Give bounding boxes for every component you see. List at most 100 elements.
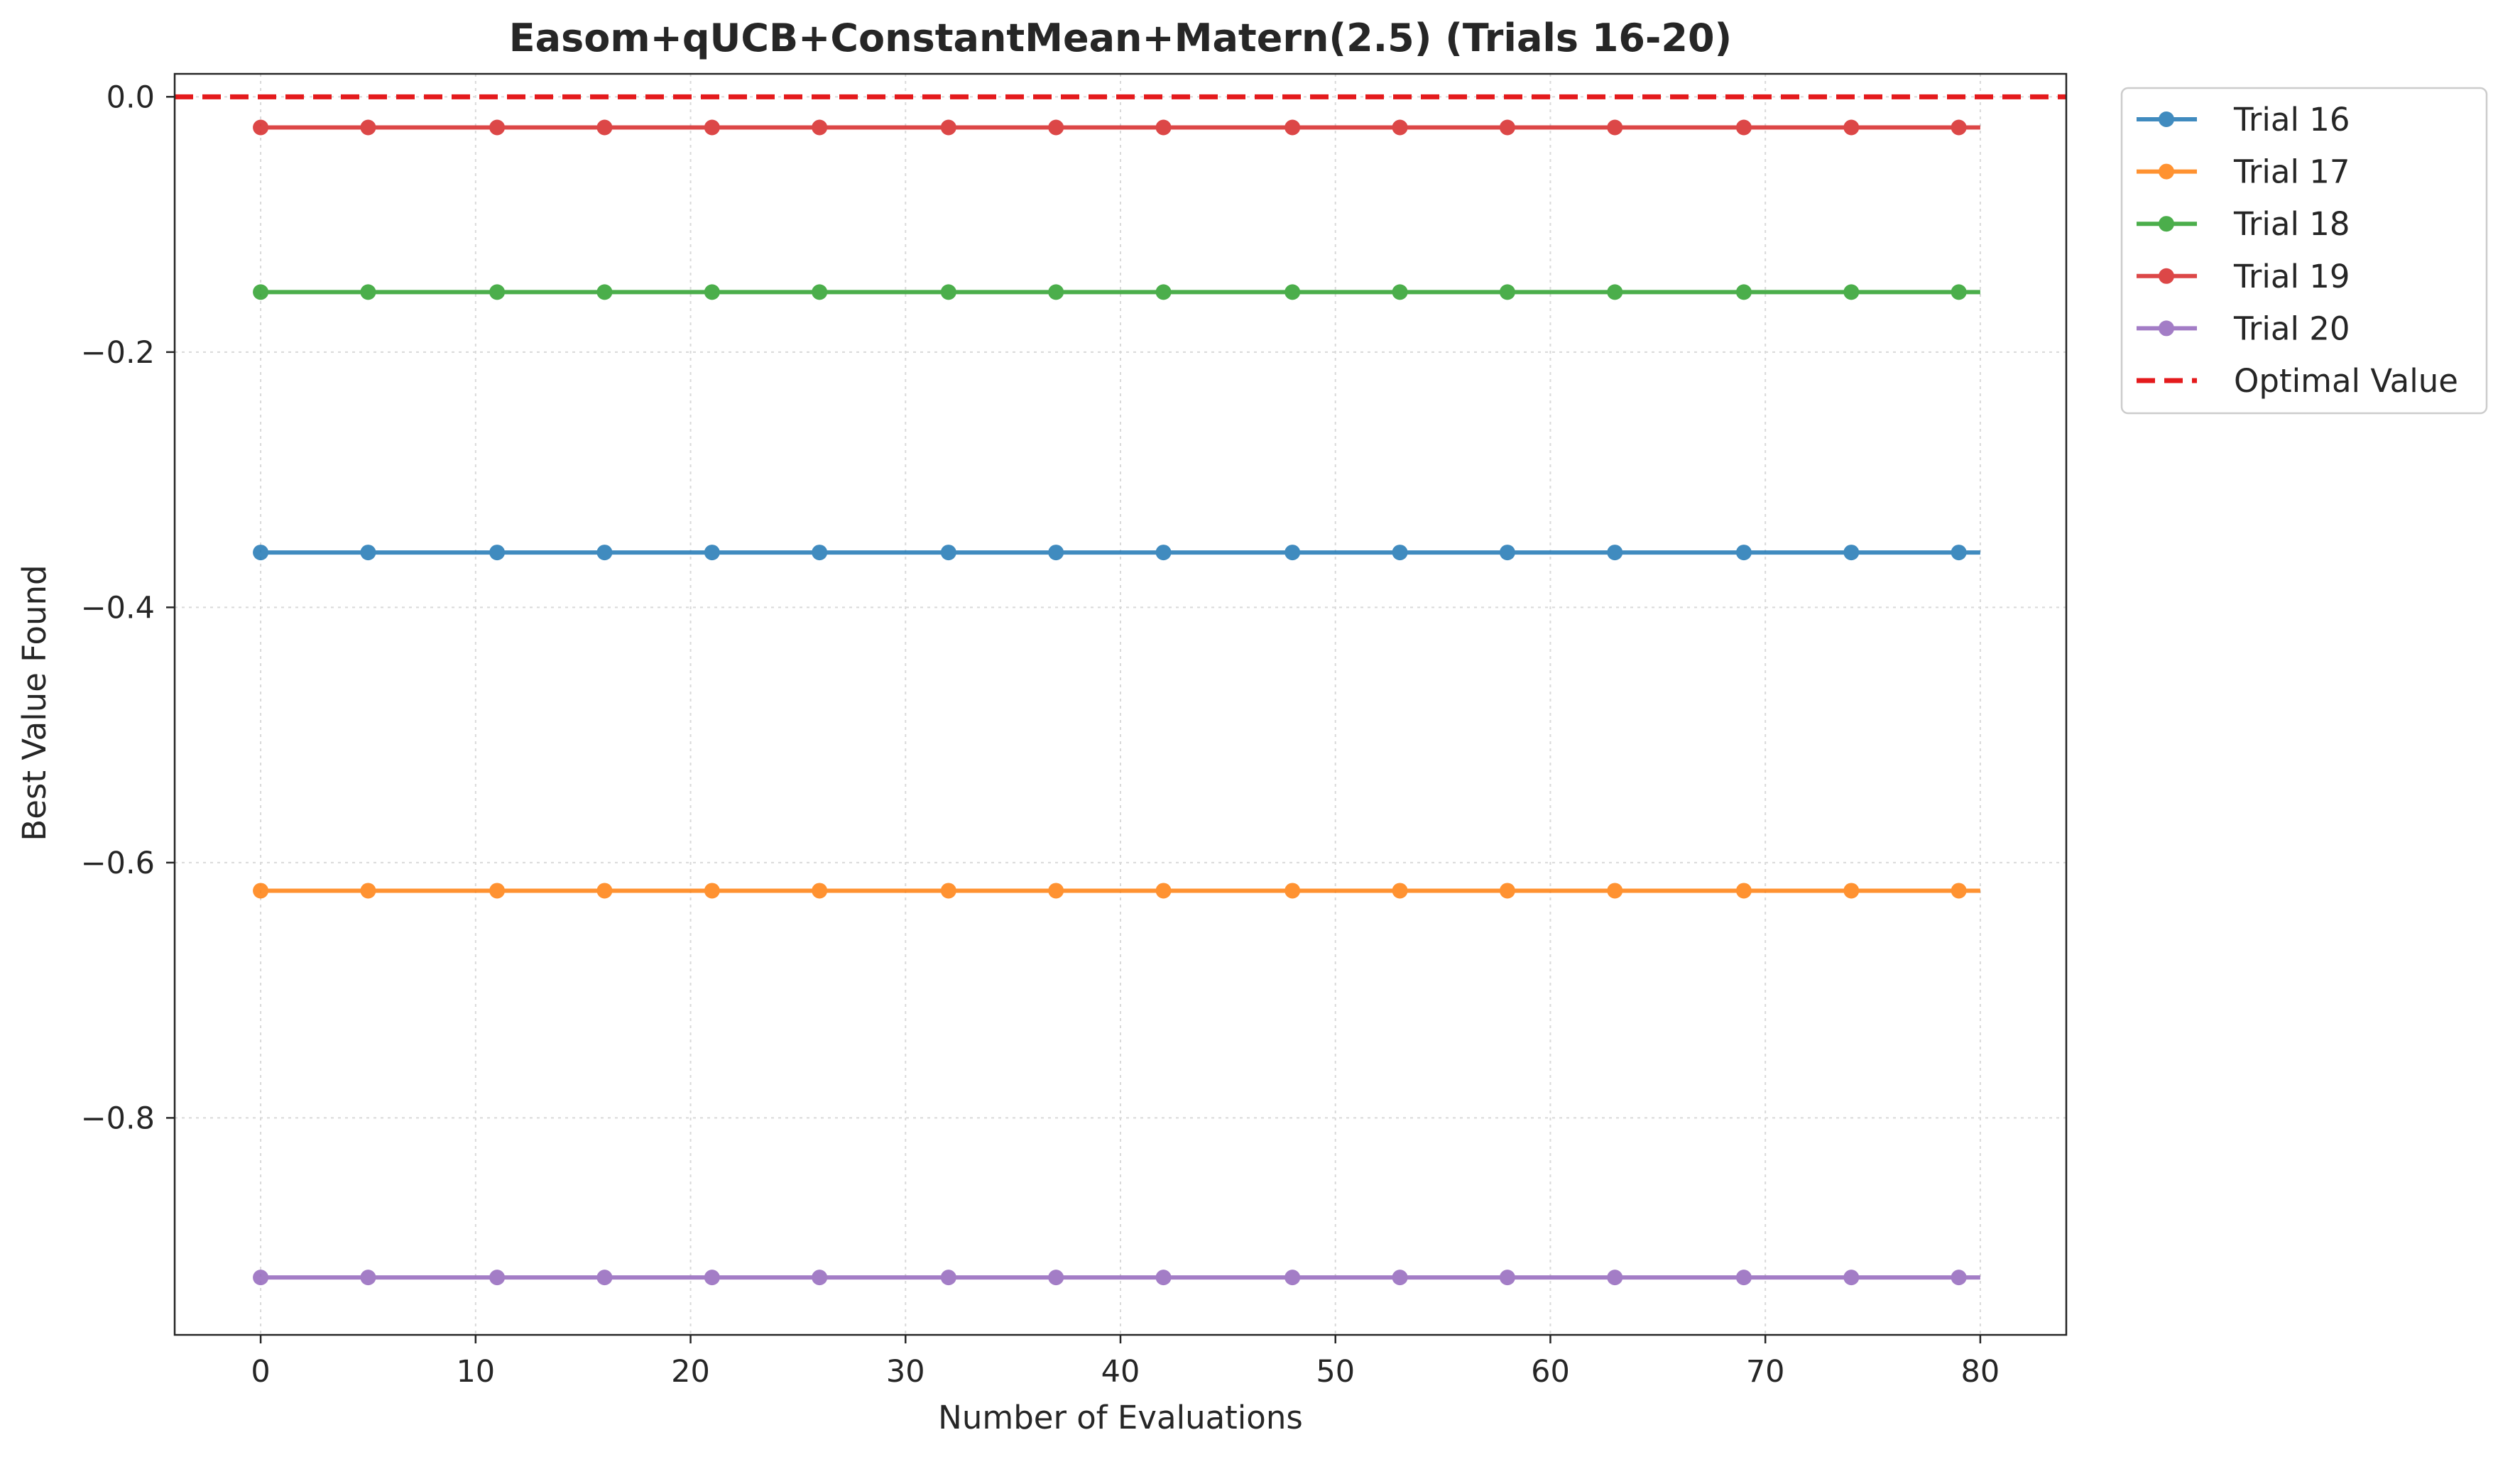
- data-point-5-3: [596, 1270, 613, 1286]
- legend-label-5: Trial 20: [2233, 310, 2350, 347]
- data-point-2-15: [1951, 883, 1967, 899]
- data-point-1-10: [1392, 545, 1408, 561]
- data-point-5-7: [1048, 1270, 1064, 1286]
- legend-item-3: Trial 18: [2137, 205, 2350, 243]
- data-point-1-7: [1048, 545, 1064, 561]
- data-point-4-11: [1499, 119, 1515, 136]
- data-point-5-6: [940, 1270, 956, 1286]
- x-tick-label-2: 20: [671, 1354, 710, 1390]
- data-point-3-9: [1284, 284, 1301, 300]
- legend-item-2: Trial 17: [2137, 153, 2350, 191]
- x-tick-label-3: 30: [886, 1354, 925, 1390]
- legend-swatch-5: [2137, 320, 2197, 337]
- data-point-1-6: [940, 545, 956, 561]
- data-point-1-8: [1155, 545, 1172, 561]
- data-point-3-7: [1048, 284, 1064, 300]
- series-layer: [253, 119, 1980, 1286]
- data-point-3-14: [1843, 284, 1860, 300]
- data-point-5-9: [1284, 1270, 1301, 1286]
- legend-swatch-4: [2137, 268, 2197, 284]
- data-point-1-4: [704, 545, 720, 561]
- data-point-1-3: [596, 545, 613, 561]
- data-point-5-1: [360, 1270, 376, 1286]
- data-point-3-11: [1499, 284, 1515, 300]
- data-point-5-10: [1392, 1270, 1408, 1286]
- legend-label-3: Trial 18: [2233, 205, 2350, 243]
- data-point-4-1: [360, 119, 376, 136]
- data-point-3-6: [940, 284, 956, 300]
- data-point-3-3: [596, 284, 613, 300]
- series-5: [253, 1270, 1980, 1286]
- data-point-2-8: [1155, 883, 1172, 899]
- data-point-4-8: [1155, 119, 1172, 136]
- data-point-1-15: [1951, 545, 1967, 561]
- data-point-4-4: [704, 119, 720, 136]
- data-point-5-4: [704, 1270, 720, 1286]
- data-point-1-13: [1735, 545, 1752, 561]
- legend-item-4: Trial 19: [2137, 258, 2350, 295]
- y-axis-ticks: 0.0 −0.2 −0.4 −0.6 −0.8: [81, 80, 175, 1136]
- data-point-2-0: [253, 883, 269, 899]
- x-tick-label-7: 70: [1746, 1354, 1785, 1390]
- data-point-2-13: [1735, 883, 1752, 899]
- data-point-1-0: [253, 545, 269, 561]
- data-point-3-0: [253, 284, 269, 300]
- data-point-1-12: [1607, 545, 1623, 561]
- data-point-5-0: [253, 1270, 269, 1286]
- data-point-4-10: [1392, 119, 1408, 136]
- data-point-4-7: [1048, 119, 1064, 136]
- data-point-2-3: [596, 883, 613, 899]
- legend-swatch-2: [2137, 163, 2197, 180]
- x-axis-label: Number of Evaluations: [938, 1399, 1303, 1436]
- data-point-2-7: [1048, 883, 1064, 899]
- data-point-1-14: [1843, 545, 1860, 561]
- legend-label-6: Optimal Value: [2234, 362, 2458, 400]
- x-tick-label-6: 60: [1531, 1354, 1570, 1390]
- data-point-2-2: [489, 883, 506, 899]
- y-tick-label-4: −0.8: [81, 1101, 155, 1136]
- data-point-3-8: [1155, 284, 1172, 300]
- legend-item-5: Trial 20: [2137, 310, 2350, 347]
- data-point-2-12: [1607, 883, 1623, 899]
- series-4: [253, 119, 1980, 136]
- data-point-5-15: [1951, 1270, 1967, 1286]
- legend: Trial 16 Trial 17 Trial 18 Trial 19 Trial 20…: [2120, 87, 2488, 415]
- legend-item-1: Trial 16: [2137, 101, 2350, 138]
- x-tick-label-5: 50: [1316, 1354, 1355, 1390]
- legend-swatch-3: [2137, 216, 2197, 232]
- data-point-5-2: [489, 1270, 506, 1286]
- y-axis-label: Best Value Found: [16, 564, 53, 841]
- y-tick-label-1: −0.2: [81, 335, 155, 371]
- data-point-4-13: [1735, 119, 1752, 136]
- data-point-4-15: [1951, 119, 1967, 136]
- data-point-3-15: [1951, 284, 1967, 300]
- data-point-5-11: [1499, 1270, 1515, 1286]
- data-point-5-12: [1607, 1270, 1623, 1286]
- y-tick-label-3: −0.6: [81, 846, 155, 881]
- data-point-2-4: [704, 883, 720, 899]
- data-point-2-14: [1843, 883, 1860, 899]
- legend-swatch-1: [2137, 111, 2197, 127]
- legend-label-4: Trial 19: [2233, 258, 2350, 295]
- data-point-3-5: [812, 284, 828, 300]
- series-2: [253, 883, 1980, 899]
- data-point-3-12: [1607, 284, 1623, 300]
- data-point-3-1: [360, 284, 376, 300]
- data-point-1-1: [360, 545, 376, 561]
- series-1: [253, 545, 1980, 561]
- data-point-2-11: [1499, 883, 1515, 899]
- data-point-4-3: [596, 119, 613, 136]
- data-point-2-10: [1392, 883, 1408, 899]
- data-point-5-5: [812, 1270, 828, 1286]
- legend-label-1: Trial 16: [2233, 101, 2350, 138]
- data-point-3-10: [1392, 284, 1408, 300]
- data-point-4-2: [489, 119, 506, 136]
- data-point-1-5: [812, 545, 828, 561]
- y-tick-label-0: 0.0: [107, 80, 155, 115]
- legend-label-2: Trial 17: [2233, 153, 2350, 191]
- x-tick-label-0: 0: [251, 1354, 270, 1390]
- data-point-1-2: [489, 545, 506, 561]
- data-point-3-2: [489, 284, 506, 300]
- series-3: [253, 284, 1980, 300]
- data-point-2-6: [940, 883, 956, 899]
